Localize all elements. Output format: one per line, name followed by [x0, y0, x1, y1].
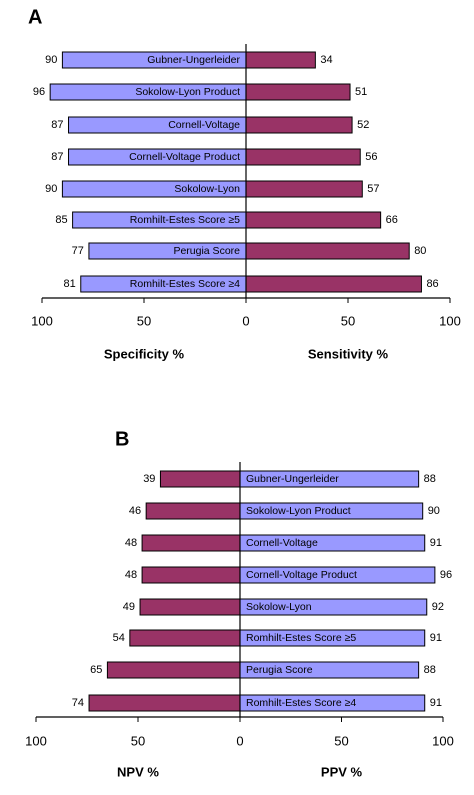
x-tick-label: 100 [25, 733, 47, 748]
value-label: 88 [424, 664, 436, 676]
value-label: 52 [357, 119, 369, 131]
value-label: 49 [123, 601, 135, 613]
bar [245, 275, 422, 293]
category-label: Sokolow-Lyon Product [246, 505, 351, 517]
value-label: 92 [432, 601, 444, 613]
value-label: 77 [72, 245, 84, 257]
category-label: Gubner-Ungerleider [147, 54, 240, 66]
category-label: Sokolow-Lyon [246, 601, 312, 613]
bar [245, 211, 382, 229]
bar [88, 694, 241, 712]
x-tick-label: 0 [236, 733, 243, 748]
value-label: 74 [72, 697, 84, 709]
bar [245, 242, 410, 260]
value-label: 90 [45, 54, 57, 66]
bar [245, 180, 363, 198]
axis-title: Sensitivity % [308, 346, 389, 361]
x-tick-label: 50 [341, 313, 355, 328]
category-label: Romhilt-Estes Score ≥4 [130, 278, 240, 290]
category-label: Cornell-Voltage [168, 119, 240, 131]
category-label: Gubner-Ungerleider [246, 473, 339, 485]
value-label: 48 [125, 537, 137, 549]
x-tick-label: 50 [137, 313, 151, 328]
category-label: Romhilt-Estes Score ≥5 [246, 632, 356, 644]
category-label: Romhilt-Estes Score ≥4 [246, 697, 356, 709]
panel-label: A [28, 6, 42, 28]
value-label: 91 [430, 537, 442, 549]
value-label: 87 [51, 151, 63, 163]
category-label: Cornell-Voltage [246, 537, 318, 549]
axis-title: NPV % [117, 764, 159, 779]
category-label: Romhilt-Estes Score ≥5 [130, 214, 240, 226]
value-label: 65 [90, 664, 102, 676]
value-label: 66 [386, 214, 398, 226]
value-label: 91 [430, 697, 442, 709]
value-label: 86 [426, 278, 438, 290]
value-label: 57 [367, 183, 379, 195]
bar [139, 598, 241, 616]
category-label: Cornell-Voltage Product [129, 151, 240, 163]
value-label: 88 [424, 473, 436, 485]
x-tick-label: 100 [31, 313, 53, 328]
panel-label: B [115, 428, 129, 450]
bar [141, 534, 241, 552]
value-label: 56 [365, 151, 377, 163]
value-label: 91 [430, 632, 442, 644]
category-label: Sokolow-Lyon Product [135, 86, 240, 98]
value-label: 80 [414, 245, 426, 257]
value-label: 96 [33, 86, 45, 98]
category-label: Cornell-Voltage Product [246, 569, 357, 581]
value-label: 87 [51, 119, 63, 131]
value-label: 81 [64, 278, 76, 290]
bar [245, 116, 353, 134]
bar [106, 661, 241, 679]
x-tick-label: 50 [131, 733, 145, 748]
bar [145, 502, 241, 520]
value-label: 51 [355, 86, 367, 98]
value-label: 54 [113, 632, 125, 644]
axis-title: PPV % [321, 764, 363, 779]
bar [129, 629, 241, 647]
value-label: 90 [45, 183, 57, 195]
value-label: 34 [320, 54, 332, 66]
bar [245, 83, 351, 101]
axis-title: Specificity % [104, 346, 185, 361]
value-label: 85 [55, 214, 67, 226]
category-label: Perugia Score [173, 245, 240, 257]
value-label: 90 [428, 505, 440, 517]
bar [159, 470, 241, 488]
category-label: Sokolow-Lyon [174, 183, 240, 195]
x-tick-label: 100 [432, 733, 454, 748]
value-label: 96 [440, 569, 452, 581]
x-tick-label: 100 [439, 313, 461, 328]
category-label: Perugia Score [246, 664, 313, 676]
value-label: 48 [125, 569, 137, 581]
bar [141, 566, 241, 584]
bar [245, 148, 361, 166]
value-label: 39 [143, 473, 155, 485]
value-label: 46 [129, 505, 141, 517]
bar [245, 51, 316, 69]
x-tick-label: 50 [334, 733, 348, 748]
x-tick-label: 0 [242, 313, 249, 328]
